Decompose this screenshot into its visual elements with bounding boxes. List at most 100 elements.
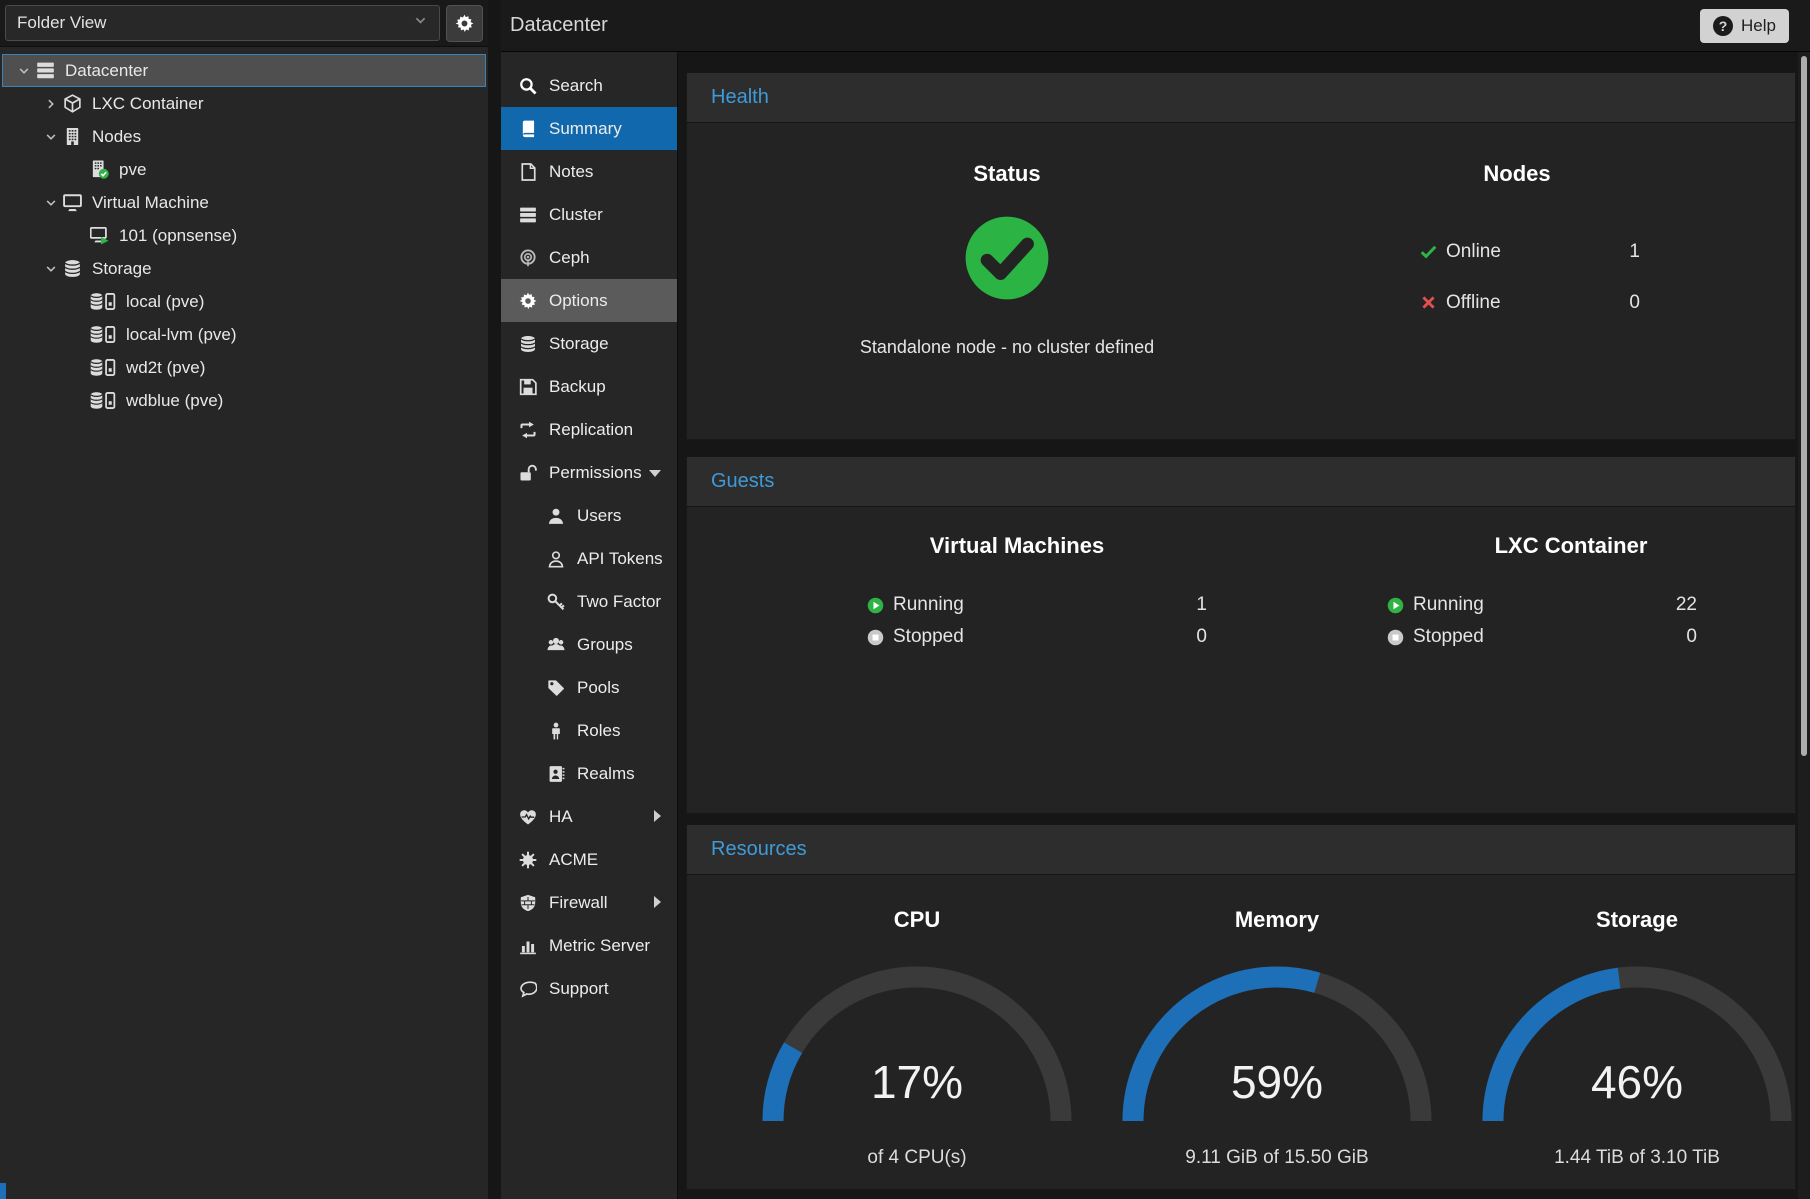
check-circle-icon — [964, 215, 1050, 306]
menu-item-label: API Tokens — [577, 548, 663, 568]
menu-item-label: Groups — [577, 634, 633, 654]
gauge-heading: Memory — [1234, 907, 1320, 932]
menu-item-api-tokens[interactable]: API Tokens — [501, 537, 677, 580]
stop-circle-icon — [867, 629, 884, 646]
guests-column-lxc-container: LXC Container Running 22 Stopped 0 — [1347, 507, 1795, 813]
menu-item-backup[interactable]: Backup — [501, 365, 677, 408]
guest-row-value: 0 — [1686, 626, 1697, 647]
menu-item-groups[interactable]: Groups — [501, 623, 677, 666]
help-button[interactable]: ? Help — [1700, 9, 1789, 43]
ceph-icon — [519, 249, 537, 267]
tree-node-wdblue-pve[interactable]: wdblue (pve) — [2, 384, 486, 417]
resource-gauge-cpu: CPU 17% of 4 CPU(s) — [737, 875, 1097, 1189]
scrollbar-thumb[interactable] — [1801, 56, 1807, 756]
resource-gauge-storage: Storage 46% 1.44 TiB of 3.10 TiB — [1457, 875, 1810, 1189]
menu-item-label: Ceph — [549, 247, 590, 267]
node-status-value: 0 — [1629, 291, 1640, 313]
tree-node-label: wd2t (pve) — [126, 357, 206, 377]
guest-row-running: Running 1 — [867, 589, 1207, 621]
tree-node-label: pve — [119, 159, 147, 179]
chevron-down-icon — [17, 64, 31, 78]
menu-item-ha[interactable]: HA — [501, 795, 677, 838]
menu-item-summary[interactable]: Summary — [501, 107, 677, 150]
tree-settings-button[interactable] — [446, 4, 483, 42]
tree-node-101-opnsense[interactable]: 101 (opnsense) — [2, 219, 486, 252]
resource-tree-panel: Folder View Datacenter LXC Container Nodes… — [0, 0, 488, 1199]
menu-item-notes[interactable]: Notes — [501, 150, 677, 193]
cluster-status-column: Status Standalone node - no cluster defi… — [687, 123, 1327, 439]
tree-node-label: Virtual Machine — [92, 192, 209, 212]
gauge-subtext: 1.44 TiB of 3.10 TiB — [1554, 1147, 1720, 1168]
menu-item-firewall[interactable]: Firewall — [501, 881, 677, 924]
view-mode-select[interactable]: Folder View — [5, 5, 440, 41]
database-drive-icon — [90, 292, 116, 311]
menu-item-options[interactable]: Options — [501, 279, 677, 322]
page-title: Datacenter — [510, 14, 608, 36]
guest-status-table: Running 1 Stopped 0 — [867, 589, 1207, 653]
database-drive-icon — [90, 391, 116, 410]
guest-row-label: Stopped — [1413, 626, 1484, 647]
shield-icon — [519, 894, 537, 912]
tree-node-local-lvm-pve[interactable]: local-lvm (pve) — [2, 318, 486, 351]
tree-node-local-pve[interactable]: local (pve) — [2, 285, 486, 318]
chevron-down-icon — [44, 130, 58, 144]
menu-item-replication[interactable]: Replication — [501, 408, 677, 451]
chevron-right-icon — [44, 97, 58, 111]
menu-item-metric-server[interactable]: Metric Server — [501, 924, 677, 967]
menu-item-label: Firewall — [549, 892, 608, 912]
guest-row-value: 1 — [1196, 594, 1207, 615]
key-icon — [547, 593, 565, 611]
tree-node-lxc-container[interactable]: LXC Container — [2, 87, 486, 120]
menu-item-users[interactable]: Users — [501, 494, 677, 537]
guest-row-value: 22 — [1675, 594, 1697, 615]
node-status-row-online: Online 1 — [1420, 226, 1640, 277]
building-check-icon — [90, 160, 109, 179]
tree-node-storage[interactable]: Storage — [2, 252, 486, 285]
vertical-scrollbar — [1798, 52, 1810, 1199]
server-icon — [36, 61, 55, 80]
submenu-arrow-icon — [654, 810, 661, 822]
floppy-icon — [519, 378, 537, 396]
guest-row-value: 0 — [1196, 626, 1207, 647]
cluster-icon — [519, 206, 537, 224]
menu-item-pools[interactable]: Pools — [501, 666, 677, 709]
bottom-left-notch — [0, 1183, 6, 1199]
gauge-percent-value: 59% — [1230, 1056, 1324, 1108]
tree-node-nodes[interactable]: Nodes — [2, 120, 486, 153]
menu-item-ceph[interactable]: Ceph — [501, 236, 677, 279]
menu-item-search[interactable]: Search — [501, 64, 677, 107]
tree-node-datacenter[interactable]: Datacenter — [2, 54, 486, 87]
menu-item-label: Replication — [549, 419, 634, 439]
health-panel: Health Status Standalone node - no clust… — [686, 72, 1796, 440]
node-status-label: Offline — [1446, 291, 1501, 313]
database-drive-icon — [90, 325, 116, 344]
guest-row-stopped: Stopped 0 — [867, 621, 1207, 653]
database-drive-icon — [90, 358, 116, 377]
menu-item-label: HA — [549, 806, 573, 826]
menu-item-two-factor[interactable]: Two Factor — [501, 580, 677, 623]
menu-item-realms[interactable]: Realms — [501, 752, 677, 795]
menu-item-storage[interactable]: Storage — [501, 322, 677, 365]
monitor-icon — [63, 193, 82, 212]
database-icon — [519, 335, 537, 353]
menu-item-acme[interactable]: ACME — [501, 838, 677, 881]
tree-node-label: Datacenter — [65, 60, 149, 80]
stop-circle-icon — [1387, 629, 1404, 646]
menu-item-roles[interactable]: Roles — [501, 709, 677, 752]
menu-item-permissions[interactable]: Permissions — [501, 451, 677, 494]
guests-column-heading: Virtual Machines — [929, 533, 1105, 558]
gauge-heading: Storage — [1596, 907, 1678, 932]
tree-node-virtual-machine[interactable]: Virtual Machine — [2, 186, 486, 219]
tree-node-pve[interactable]: pve — [2, 153, 486, 186]
user-outline-icon — [547, 550, 565, 568]
play-circle-icon — [1387, 597, 1404, 614]
menu-item-label: Storage — [549, 333, 609, 353]
gauge-arc — [1122, 963, 1432, 1127]
menu-item-support[interactable]: Support — [501, 967, 677, 1010]
tree-node-wd2t-pve[interactable]: wd2t (pve) — [2, 351, 486, 384]
check-icon — [1420, 243, 1437, 260]
section-menu: Search Summary Notes Cluster Ceph Options Stor… — [501, 52, 677, 1199]
menu-item-cluster[interactable]: Cluster — [501, 193, 677, 236]
guest-row-label: Running — [1413, 594, 1484, 615]
guests-panel-title: Guests — [687, 457, 1795, 507]
